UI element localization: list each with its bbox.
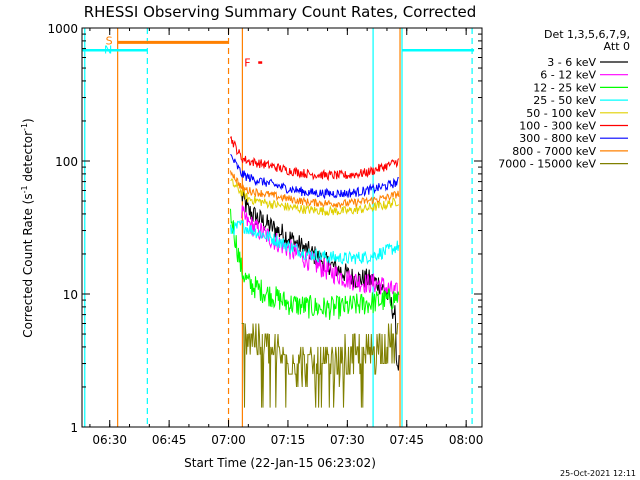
vertical-markers (84, 28, 473, 427)
x-tick-label: 08:00 (449, 433, 484, 447)
plot-frame (81, 27, 483, 428)
legend-label: 300 - 800 keV (519, 132, 596, 145)
legend-label: 3 - 6 keV (547, 56, 596, 69)
x-tick-label: 07:45 (389, 433, 424, 447)
x-tick-label: 07:15 (271, 433, 306, 447)
legend-header-line1: Det 1,3,5,6,7,9, (544, 28, 630, 41)
x-tick-label: 07:30 (330, 433, 365, 447)
x-tick-label: 06:30 (92, 433, 127, 447)
series-line-0 (241, 189, 400, 371)
series-line-7 (230, 170, 400, 210)
series-line-6 (230, 154, 399, 200)
chart-title: RHESSI Observing Summary Count Rates, Co… (84, 3, 477, 21)
flag-label: F (244, 57, 250, 70)
legend-label: 7000 - 15000 keV (498, 158, 596, 171)
observing-flags: SN F (82, 34, 475, 70)
series-line-8 (241, 323, 399, 408)
legend-label: 800 - 7000 keV (512, 145, 596, 158)
series-line-3 (230, 219, 400, 265)
legend-label: 25 - 50 keV (533, 94, 596, 107)
legend-label: 50 - 100 keV (526, 107, 596, 120)
legend-label: 100 - 300 keV (519, 120, 596, 133)
legend-header-line2: Att 0 (604, 40, 630, 53)
x-tick-label: 07:00 (211, 433, 246, 447)
y-tick-label: 1 (70, 421, 78, 435)
x-axis-label: Start Time (22-Jan-15 06:23:02) (184, 456, 376, 470)
series-layer (230, 136, 400, 408)
series-line-1 (241, 205, 399, 302)
series-line-4 (230, 177, 400, 217)
axes: 06:30 06:45 07:00 07:15 07:30 07:45 08:00 1 10 10… (47, 22, 483, 447)
y-tick-label: 100 (55, 155, 78, 169)
legend-label: 12 - 25 keV (533, 81, 596, 94)
flag-label: S (106, 34, 113, 47)
series-line-5 (230, 136, 400, 182)
y-tick-label: 10 (63, 288, 78, 302)
legend-label: 6 - 12 keV (540, 69, 596, 82)
flag-label: N (104, 43, 112, 56)
y-tick-label: 1000 (47, 22, 78, 36)
series-line-2 (230, 208, 400, 320)
y-axis-label: Corrected Count Rate (s-1 detector-1) (20, 118, 35, 337)
timestamp: 25-Oct-2021 12:11 (560, 469, 636, 478)
x-tick-label: 06:45 (152, 433, 187, 447)
